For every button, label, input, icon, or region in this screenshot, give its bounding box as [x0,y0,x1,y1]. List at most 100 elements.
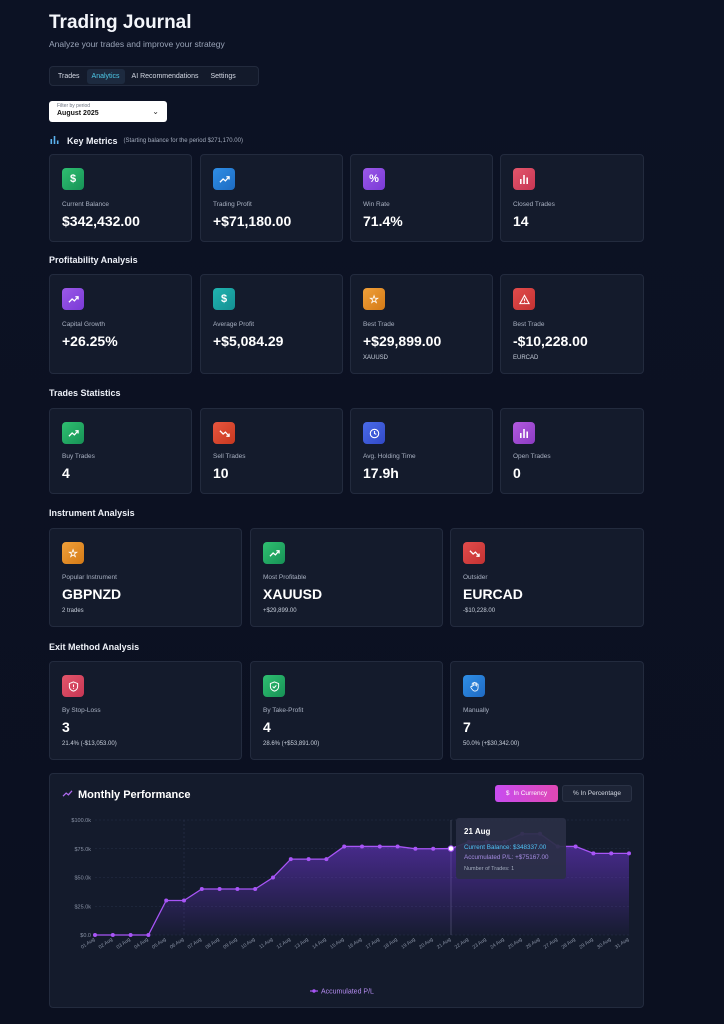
hand-icon [463,675,485,697]
profit-card-best-trade: ☆ Best Trade +$29,899.00 XAUUSD [350,274,493,374]
trend-up-icon [62,288,84,310]
trades-statistics-heading: Trades Statistics [49,388,121,398]
chart-legend[interactable]: Accumulated P/L [310,989,374,996]
card-sub: 2 trades [62,608,84,614]
card-label: Open Trades [513,453,551,460]
card-value: 0 [513,465,521,481]
x-tick-label: 20 Aug [418,937,434,951]
data-point[interactable] [253,887,258,891]
x-tick-label: 29 Aug [578,937,594,951]
data-point[interactable] [447,845,455,852]
card-sub: 28.6% (+$53,891.00) [263,741,320,747]
filter-label: Filter by period [57,103,91,109]
data-point[interactable] [413,846,418,851]
data-point[interactable] [360,844,364,849]
data-point[interactable] [199,887,204,891]
data-point[interactable] [271,875,275,880]
x-tick-label: 09 Aug [222,937,238,951]
data-point[interactable] [377,844,382,849]
x-tick-label: 31 Aug [614,937,630,951]
star-icon: ☆ [62,542,84,564]
card-sub: -$10,228.00 [463,608,496,614]
bar-chart-icon [513,168,535,190]
x-tick-label: 26 Aug [525,937,541,951]
data-point[interactable] [235,887,240,891]
x-tick-label: 04 Aug [133,937,149,951]
dollar-icon: $ [213,288,235,310]
y-tick-label: $50.0k [74,876,91,882]
legend-label: Accumulated P/L [321,989,374,996]
performance-title-text: Monthly Performance [78,789,191,801]
performance-chart: 01 Aug 02 Aug 03 Aug 04 Aug 05 Aug 06 Aug 07 A… [71,818,631,996]
x-tick-label: 14 Aug [311,937,327,951]
card-value: $342,432.00 [62,213,140,229]
instrument-card-most-profitable: Most Profitable XAUUSD +$29,899.00 [250,528,443,627]
x-tick-label: 17 Aug [365,937,381,951]
card-sub: +$29,899.00 [263,608,297,614]
data-point[interactable] [627,851,631,856]
tooltip-date: 21 Aug [464,827,490,836]
tab-trades[interactable]: Trades [58,72,80,80]
bar-chart-icon [513,422,535,444]
card-label: Trading Profit [213,201,252,208]
x-tick-label: 02 Aug [98,937,114,951]
card-sub: XAUUSD [363,355,389,361]
data-point[interactable] [182,898,186,903]
stat-card-open-trades: Open Trades 0 [500,408,644,494]
x-tick-label: 19 Aug [400,937,416,951]
card-sub: EURCAD [513,355,539,361]
data-point[interactable] [128,933,133,937]
in-percentage-button[interactable]: % In Percentage [562,785,632,802]
data-point[interactable] [431,846,436,851]
data-point[interactable] [93,933,97,937]
data-point[interactable] [306,857,311,862]
exit-method-heading: Exit Method Analysis [49,642,140,652]
trend-up-icon [213,168,235,190]
tab-ai-recommendations[interactable]: AI Recommendations [131,72,199,80]
bar-chart-icon [50,135,59,146]
x-tick-label: 15 Aug [329,937,345,951]
tab-bar: Trades Analytics AI Recommendations Sett… [49,66,259,86]
x-tick-label: 08 Aug [205,937,221,951]
tab-analytics[interactable]: Analytics [86,68,125,84]
card-value: 14 [513,213,529,229]
data-point[interactable] [591,851,596,856]
trend-down-icon [213,422,235,444]
card-value: +$5,084.29 [213,333,284,349]
page-title: Trading Journal [49,12,192,33]
tab-settings[interactable]: Settings [210,72,236,80]
instrument-card-popular: ☆ Popular Instrument GBPNZD 2 trades [49,528,242,627]
data-point[interactable] [573,844,578,849]
card-sub: 21.4% (-$13,053.00) [62,741,117,747]
data-point[interactable] [164,898,169,903]
card-label: Capital Growth [62,321,105,328]
percent-icon: % [363,168,385,190]
x-tick-label: 30 Aug [596,937,612,951]
data-point[interactable] [342,844,347,849]
data-point[interactable] [110,933,115,937]
data-point[interactable] [217,887,222,891]
card-value: XAUUSD [263,586,323,602]
key-metrics-note: (Starting balance for the period $271,17… [123,137,243,144]
card-value: -$10,228.00 [513,333,588,349]
x-tick-label: 06 Aug [169,937,185,951]
card-value: 4 [263,719,271,735]
data-point[interactable] [609,851,614,856]
period-filter-select[interactable]: Filter by period August 2025 ⌄ [49,101,167,122]
profit-card-worst-trade: Best Trade -$10,228.00 EURCAD [500,274,644,374]
data-point[interactable] [288,857,293,862]
x-tick-label: 12 Aug [276,937,292,951]
metric-card-closed-trades: Closed Trades 14 [500,154,644,242]
card-value: +$71,180.00 [213,213,292,229]
in-currency-button[interactable]: $ In Currency [495,785,558,802]
data-point[interactable] [146,933,151,937]
stat-card-avg-holding-time: Avg. Holding Time 17.9h [350,408,493,494]
profitability-heading: Profitability Analysis [49,255,138,265]
data-point[interactable] [324,857,329,862]
x-tick-label: 25 Aug [507,937,523,951]
key-metrics-title: Key Metrics [67,135,118,146]
data-point[interactable] [395,844,400,849]
y-tick-label: $75.0k [74,847,91,853]
monthly-performance-title: Monthly Performance [62,789,190,801]
exit-card-manually: Manually 7 50.0% (+$30,342.00) [450,661,644,760]
